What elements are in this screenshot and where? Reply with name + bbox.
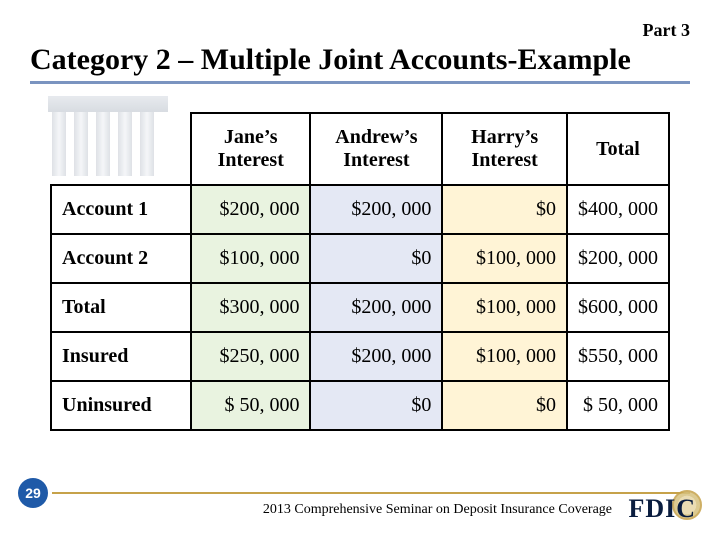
col-header-harry: Harry’s Interest <box>442 113 567 185</box>
cell: $200, 000 <box>567 234 669 283</box>
footer-caption: 2013 Comprehensive Seminar on Deposit In… <box>263 502 612 518</box>
table-row: Insured $250, 000 $200, 000 $100, 000 $5… <box>51 332 669 381</box>
cell: $400, 000 <box>567 185 669 234</box>
slide-footer: 29 2013 Comprehensive Seminar on Deposit… <box>0 476 720 526</box>
cell: $200, 000 <box>310 283 442 332</box>
cell: $100, 000 <box>442 234 567 283</box>
cell: $0 <box>310 234 442 283</box>
cell: $0 <box>442 381 567 430</box>
cell: $100, 000 <box>442 283 567 332</box>
cell: $200, 000 <box>310 185 442 234</box>
cell: $0 <box>310 381 442 430</box>
part-label: Part 3 <box>30 20 690 41</box>
table-row: Uninsured $ 50, 000 $0 $0 $ 50, 000 <box>51 381 669 430</box>
cell: $250, 000 <box>191 332 310 381</box>
fdic-logo: FDIC <box>628 494 696 524</box>
row-label: Account 2 <box>51 234 191 283</box>
row-label: Account 1 <box>51 185 191 234</box>
table-row: Account 1 $200, 000 $200, 000 $0 $400, 0… <box>51 185 669 234</box>
col-header-total: Total <box>567 113 669 185</box>
row-label: Uninsured <box>51 381 191 430</box>
cell: $100, 000 <box>442 332 567 381</box>
cell: $300, 000 <box>191 283 310 332</box>
row-label: Total <box>51 283 191 332</box>
slide: Part 3 Category 2 – Multiple Joint Accou… <box>0 0 720 540</box>
page-number-badge: 29 <box>18 478 48 508</box>
cell: $200, 000 <box>191 185 310 234</box>
table-row: Account 2 $100, 000 $0 $100, 000 $200, 0… <box>51 234 669 283</box>
cell: $550, 000 <box>567 332 669 381</box>
table-corner-cell <box>51 113 191 185</box>
cell: $100, 000 <box>191 234 310 283</box>
cell: $0 <box>442 185 567 234</box>
slide-title: Category 2 – Multiple Joint Accounts-Exa… <box>30 43 690 84</box>
table-header-row: Jane’s Interest Andrew’s Interest Harry’… <box>51 113 669 185</box>
col-header-jane: Jane’s Interest <box>191 113 310 185</box>
row-label: Insured <box>51 332 191 381</box>
col-header-andrew: Andrew’s Interest <box>310 113 442 185</box>
cell: $ 50, 000 <box>567 381 669 430</box>
cell: $ 50, 000 <box>191 381 310 430</box>
cell: $200, 000 <box>310 332 442 381</box>
table-row: Total $300, 000 $200, 000 $100, 000 $600… <box>51 283 669 332</box>
footer-rule <box>52 492 690 494</box>
cell: $600, 000 <box>567 283 669 332</box>
accounts-table: Jane’s Interest Andrew’s Interest Harry’… <box>50 112 670 431</box>
